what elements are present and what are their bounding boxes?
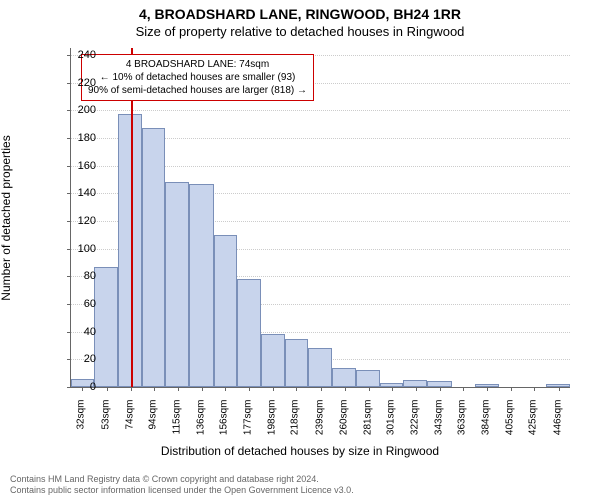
y-tick-label: 240 — [66, 49, 96, 61]
chart-container: 4, BROADSHARD LANE, RINGWOOD, BH24 1RR S… — [0, 0, 600, 500]
x-tick-mark — [511, 387, 512, 391]
y-tick-label: 80 — [66, 270, 96, 282]
histogram-bar — [285, 339, 308, 387]
histogram-bar — [308, 348, 332, 387]
histogram-bar — [214, 235, 237, 387]
y-tick-label: 160 — [66, 160, 96, 172]
callout-line-3: 90% of semi-detached houses are larger (… — [88, 84, 307, 97]
y-tick-label: 100 — [66, 243, 96, 255]
x-tick-mark — [107, 387, 108, 391]
attribution-text: Contains HM Land Registry data © Crown c… — [10, 474, 354, 496]
x-tick-label: 322sqm — [409, 400, 420, 450]
x-tick-label: 32sqm — [76, 400, 87, 450]
x-tick-mark — [440, 387, 441, 391]
histogram-bar — [237, 279, 261, 387]
x-tick-label: 156sqm — [219, 400, 230, 450]
x-tick-mark — [487, 387, 488, 391]
histogram-bar — [261, 334, 285, 387]
x-tick-mark — [249, 387, 250, 391]
x-tick-label: 343sqm — [434, 400, 445, 450]
x-tick-label: 177sqm — [243, 400, 254, 450]
x-tick-mark — [273, 387, 274, 391]
histogram-bar — [142, 128, 165, 387]
chart-subtitle: Size of property relative to detached ho… — [0, 24, 600, 39]
histogram-bar — [165, 182, 189, 387]
y-tick-label: 220 — [66, 77, 96, 89]
x-tick-label: 425sqm — [528, 400, 539, 450]
x-tick-label: 281sqm — [362, 400, 373, 450]
y-tick-label: 60 — [66, 298, 96, 310]
x-tick-label: 53sqm — [100, 400, 111, 450]
attribution-line-1: Contains HM Land Registry data © Crown c… — [10, 474, 354, 485]
gridline — [71, 110, 570, 111]
plot-area: 4 BROADSHARD LANE: 74sqm ← 10% of detach… — [70, 48, 570, 388]
x-tick-mark — [154, 387, 155, 391]
x-tick-label: 239sqm — [314, 400, 325, 450]
address-title: 4, BROADSHARD LANE, RINGWOOD, BH24 1RR — [0, 6, 600, 22]
y-tick-label: 140 — [66, 187, 96, 199]
histogram-bar — [189, 184, 213, 387]
histogram-bar — [403, 380, 427, 387]
histogram-bar — [356, 370, 380, 387]
x-tick-mark — [534, 387, 535, 391]
y-tick-label: 40 — [66, 326, 96, 338]
y-tick-label: 120 — [66, 215, 96, 227]
x-tick-label: 115sqm — [171, 400, 182, 450]
x-tick-mark — [345, 387, 346, 391]
y-tick-label: 0 — [66, 381, 96, 393]
x-tick-mark — [416, 387, 417, 391]
y-tick-label: 200 — [66, 104, 96, 116]
property-callout: 4 BROADSHARD LANE: 74sqm ← 10% of detach… — [81, 54, 314, 101]
x-tick-label: 384sqm — [481, 400, 492, 450]
x-tick-label: 363sqm — [457, 400, 468, 450]
x-tick-mark — [392, 387, 393, 391]
histogram-bar — [94, 267, 118, 387]
histogram-bar — [332, 368, 356, 387]
x-tick-label: 94sqm — [147, 400, 158, 450]
x-tick-label: 198sqm — [267, 400, 278, 450]
x-tick-label: 301sqm — [385, 400, 396, 450]
y-tick-label: 20 — [66, 353, 96, 365]
x-tick-mark — [225, 387, 226, 391]
x-tick-label: 260sqm — [338, 400, 349, 450]
y-tick-label: 180 — [66, 132, 96, 144]
x-tick-mark — [131, 387, 132, 391]
callout-line-1: 4 BROADSHARD LANE: 74sqm — [88, 58, 307, 71]
x-tick-mark — [463, 387, 464, 391]
x-tick-mark — [296, 387, 297, 391]
y-axis-label: Number of detached properties — [0, 135, 13, 300]
callout-line-2: ← 10% of detached houses are smaller (93… — [88, 71, 307, 84]
x-tick-label: 446sqm — [552, 400, 563, 450]
x-tick-label: 218sqm — [290, 400, 301, 450]
x-tick-mark — [202, 387, 203, 391]
attribution-line-2: Contains public sector information licen… — [10, 485, 354, 496]
x-tick-label: 74sqm — [124, 400, 135, 450]
x-tick-label: 136sqm — [196, 400, 207, 450]
x-tick-mark — [321, 387, 322, 391]
x-tick-mark — [559, 387, 560, 391]
x-tick-label: 405sqm — [505, 400, 516, 450]
x-tick-mark — [178, 387, 179, 391]
x-tick-mark — [369, 387, 370, 391]
